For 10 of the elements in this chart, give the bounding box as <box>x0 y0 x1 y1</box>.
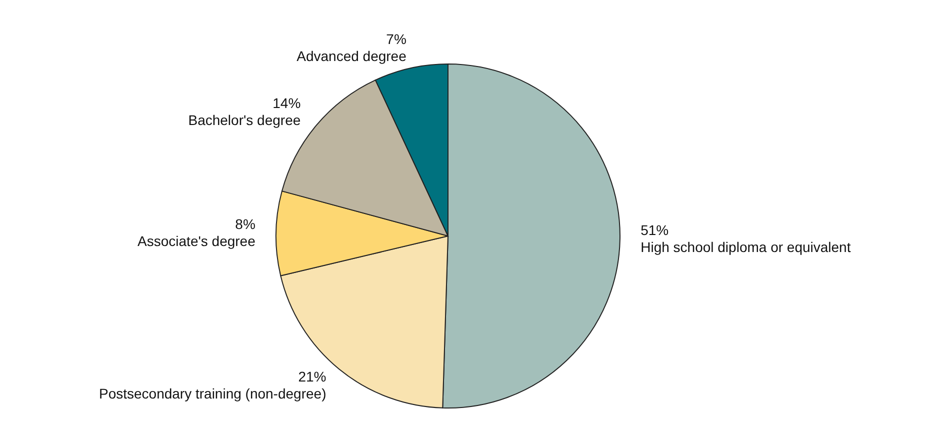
slice-label: Advanced degree <box>296 48 407 64</box>
slice-label: Postsecondary training (non-degree) <box>98 385 326 402</box>
data-label: 8% <box>235 216 256 232</box>
data-label: 51% <box>640 222 669 238</box>
data-label: 14% <box>272 94 301 111</box>
data-label: 21% <box>298 368 326 384</box>
data-label: 7% <box>386 30 406 47</box>
slice-label: Associate's degree <box>138 233 256 250</box>
slice-label: Bachelor's degree <box>188 112 301 128</box>
slice-label: High school diploma or equivalent <box>640 238 851 255</box>
